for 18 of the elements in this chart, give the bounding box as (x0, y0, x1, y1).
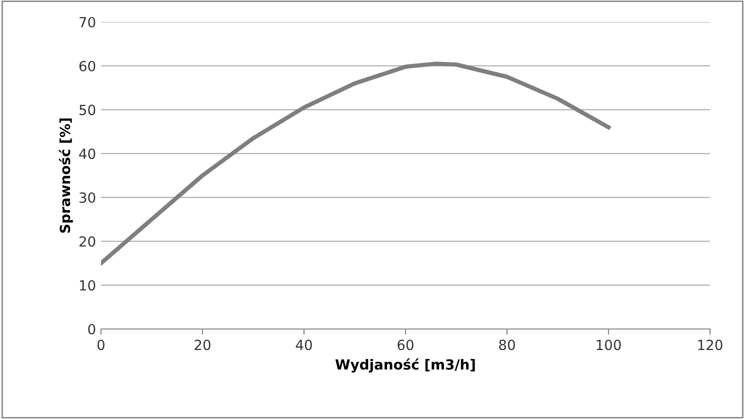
x-tick-label: 100 (596, 340, 621, 350)
y-tick-label: 30 (80, 192, 96, 203)
x-tick-label: 40 (296, 340, 312, 350)
y-tick-label: 0 (88, 324, 96, 334)
y-tick-label: 50 (80, 104, 96, 116)
line-series (101, 62, 611, 266)
x-tick-label: 60 (398, 340, 414, 350)
y-tick-label: 70 (80, 16, 96, 28)
x-tick-label: 0 (97, 340, 104, 350)
y-tick-label: 10 (80, 280, 96, 291)
x-tick-label: 80 (499, 340, 515, 350)
y-tick-label: 60 (79, 60, 96, 72)
x-tick-label: 120 (698, 340, 722, 350)
y-axis-title: Sprawność [%] (58, 118, 73, 233)
x-tick-label: 20 (194, 340, 210, 350)
x-axis-title: Wydjaność [m3/h] (335, 358, 475, 373)
y-tick-label: 20 (79, 236, 96, 247)
y-tick-label: 40 (79, 148, 96, 160)
